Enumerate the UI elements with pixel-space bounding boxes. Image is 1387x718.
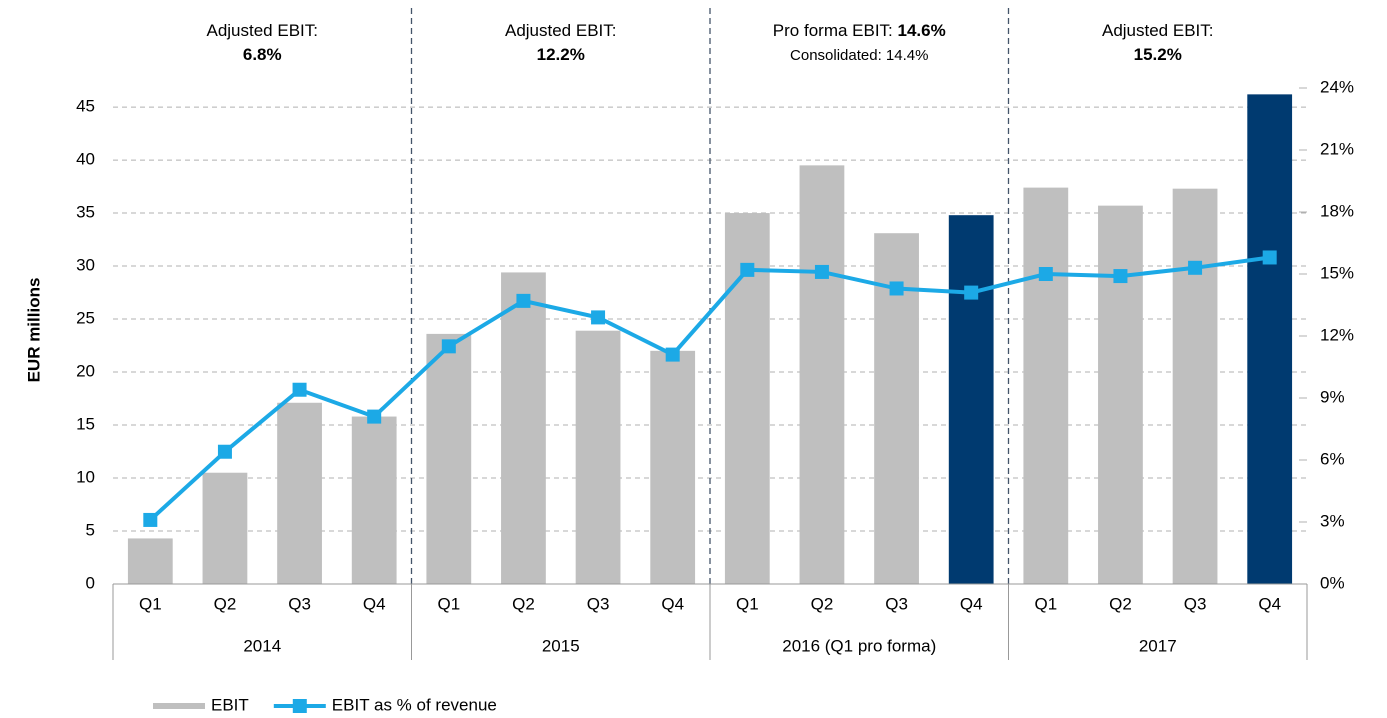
bar (202, 472, 248, 584)
y-tick-label: 10 (76, 468, 95, 487)
annotation-part: 12.2% (537, 45, 585, 64)
annotation: Pro forma EBIT: 14.6% (773, 21, 946, 40)
x-tick-label: Q4 (363, 594, 386, 613)
x-tick-label: Q1 (736, 594, 759, 613)
bar (501, 272, 546, 584)
y2-tick-label: 21% (1320, 139, 1354, 158)
marker (964, 285, 979, 300)
x-tick-label: Q3 (885, 594, 908, 613)
bar (426, 333, 472, 584)
annotation-part: Adjusted EBIT: (505, 21, 617, 40)
marker (591, 310, 606, 325)
annotation: Adjusted EBIT: (505, 21, 617, 40)
y-tick-label: 35 (76, 203, 95, 222)
x-tick-label: Q1 (437, 594, 460, 613)
group-label: 2017 (1139, 636, 1177, 655)
bar (650, 350, 696, 584)
y2-tick-label: 18% (1320, 201, 1354, 220)
bar (799, 165, 845, 584)
annotation: Consolidated: 14.4% (790, 47, 928, 64)
x-tick-label: Q2 (214, 594, 237, 613)
annotation: 12.2% (537, 45, 585, 64)
group-label: 2015 (542, 636, 580, 655)
marker (217, 444, 232, 459)
legend-marker (292, 699, 307, 713)
annotation: 15.2% (1134, 45, 1182, 64)
y2-tick-label: 24% (1320, 77, 1354, 96)
x-tick-label: Q3 (1184, 594, 1207, 613)
annotation: Adjusted EBIT: (206, 21, 318, 40)
legend-label: EBIT (211, 695, 249, 714)
marker (665, 347, 680, 362)
x-tick-label: Q3 (587, 594, 610, 613)
x-tick-label: Q1 (139, 594, 162, 613)
bar (1172, 188, 1218, 584)
bar (277, 402, 322, 584)
y2-tick-label: 15% (1320, 263, 1354, 282)
marker (441, 339, 456, 354)
annotation-part: 15.2% (1134, 45, 1182, 64)
annotation-part: Pro forma EBIT: (773, 21, 898, 40)
annotation-part: 14.6% (898, 21, 946, 40)
marker (516, 293, 531, 308)
y-tick-label: 20 (76, 362, 95, 381)
annotation-part: Consolidated: 14.4% (790, 47, 928, 64)
x-tick-label: Q4 (1258, 594, 1281, 613)
marker (292, 382, 307, 397)
y2-tick-label: 3% (1320, 511, 1345, 530)
y2-tick-label: 6% (1320, 449, 1345, 468)
line (148, 255, 1270, 522)
marker (1113, 269, 1128, 284)
annotation: Adjusted EBIT: (1102, 21, 1214, 40)
marker (143, 512, 158, 527)
y-tick-label: 40 (76, 150, 95, 169)
marker (1188, 260, 1203, 275)
x-tick-label: Q4 (661, 594, 684, 613)
bar (1098, 205, 1143, 584)
y-tick-label: 0 (86, 573, 95, 592)
x-tick-label: Q3 (288, 594, 311, 613)
y2-tick-label: 9% (1320, 387, 1345, 406)
marker (1262, 250, 1277, 265)
annotation-part: 6.8% (243, 45, 282, 64)
y-tick-label: 30 (76, 256, 95, 275)
group-label: 2014 (243, 636, 281, 655)
y-tick-label: 25 (76, 309, 95, 328)
marker (889, 281, 904, 296)
y-tick-label: 15 (76, 415, 95, 434)
annotation-part: Adjusted EBIT: (1102, 21, 1214, 40)
group-label: 2016 (Q1 pro forma) (782, 636, 936, 655)
bar (1023, 187, 1069, 584)
marker (814, 264, 829, 279)
y-tick-label: 5 (86, 520, 95, 539)
y2-tick-label: 0% (1320, 573, 1345, 592)
bar (948, 215, 994, 584)
y-tick-label: 45 (76, 97, 95, 116)
bar (1247, 94, 1293, 584)
x-tick-label: Q1 (1034, 594, 1057, 613)
y2-tick-label: 12% (1320, 325, 1354, 344)
x-tick-label: Q4 (960, 594, 983, 613)
bar (127, 538, 173, 584)
marker (1038, 267, 1053, 281)
marker (367, 409, 382, 424)
x-tick-label: Q2 (811, 594, 834, 613)
y-axis-label: EUR millions (24, 278, 43, 383)
marker (740, 262, 755, 277)
annotation: 6.8% (243, 45, 282, 64)
legend-label: EBIT as % of revenue (332, 695, 497, 714)
bar (575, 330, 621, 584)
annotation-part: Adjusted EBIT: (206, 21, 318, 40)
bar (351, 416, 397, 584)
x-tick-label: Q2 (1109, 594, 1132, 613)
x-tick-label: Q2 (512, 594, 535, 613)
